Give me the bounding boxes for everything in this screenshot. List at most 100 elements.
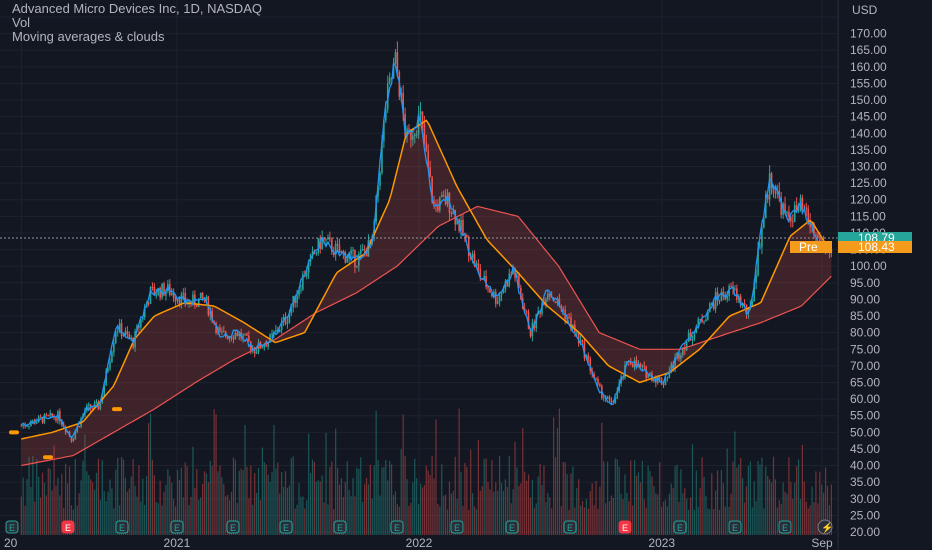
candle-body (512, 269, 514, 275)
earnings-marker[interactable] (390, 520, 404, 534)
earnings-marker[interactable] (170, 520, 184, 534)
earnings-marker[interactable] (778, 520, 792, 534)
candle-body (284, 317, 287, 324)
volume-bar (489, 489, 491, 535)
y-tick-label: 170.00 (850, 27, 887, 41)
lightning-icon[interactable]: ⚡ (817, 519, 833, 535)
volume-bar (41, 472, 44, 535)
candle-body (473, 253, 476, 266)
candle-body (47, 415, 50, 417)
volume-bar (641, 460, 643, 535)
candle-body (614, 399, 617, 403)
earnings-marker[interactable] (333, 520, 347, 534)
candle-body (425, 142, 428, 151)
volume-bar (367, 484, 370, 535)
candle-body (641, 365, 644, 367)
candle-body (244, 333, 246, 336)
volume-bar (788, 457, 790, 535)
earnings-marker[interactable] (728, 520, 742, 534)
volume-bar (452, 490, 454, 535)
volume-bar (377, 459, 379, 535)
volume-bar (495, 482, 497, 535)
earnings-marker[interactable] (226, 520, 240, 534)
candle-body (693, 332, 696, 340)
volume-bar (630, 460, 632, 535)
volume-bar (502, 490, 505, 535)
volume-bar (782, 482, 784, 535)
volume-bar (346, 461, 348, 535)
candle-body (348, 253, 350, 259)
earnings-icon: E (283, 523, 289, 533)
volume-bar (188, 504, 190, 535)
candle-body (230, 336, 233, 339)
volume-bar (464, 462, 466, 535)
candle-body (379, 173, 381, 186)
volume-bar (230, 491, 233, 535)
candle-body (475, 263, 478, 266)
candle-body (616, 390, 619, 400)
candle-body (170, 293, 173, 296)
volume-bar (512, 489, 514, 535)
volume-bar (257, 468, 260, 535)
candle-body (720, 291, 723, 301)
volume-bar (801, 444, 804, 535)
earnings-marker[interactable] (673, 520, 687, 534)
volume-bar (288, 485, 290, 535)
volume-bar (780, 504, 782, 535)
volume-bar (404, 455, 406, 535)
volume-indicator-label[interactable]: Vol (12, 15, 31, 30)
y-tick-label: 145.00 (850, 110, 887, 124)
candle-body (120, 323, 123, 337)
candle-body (500, 293, 503, 296)
volume-bar (678, 501, 680, 535)
volume-bar (570, 473, 572, 535)
candle-body (41, 417, 44, 423)
candle-body (471, 253, 474, 259)
earnings-marker[interactable] (505, 520, 519, 534)
candle-body (435, 203, 437, 205)
volume-bar (317, 480, 319, 535)
y-tick-label: 85.00 (850, 309, 880, 323)
earnings-marker[interactable] (618, 520, 632, 534)
symbol-title[interactable]: Advanced Micro Devices Inc, 1D, NASDAQ (12, 1, 262, 16)
earnings-marker[interactable] (115, 520, 129, 534)
volume-bar (198, 499, 200, 535)
y-tick-label: 80.00 (850, 326, 880, 340)
moving-average-lines (20, 62, 832, 467)
volume-bar (730, 493, 732, 535)
volume-bar (720, 470, 723, 535)
candle-body (51, 413, 53, 417)
volume-bar (217, 471, 219, 535)
candle-body (278, 329, 281, 332)
volume-bar (560, 506, 562, 535)
volume-bar (479, 490, 481, 535)
earnings-marker[interactable] (5, 520, 19, 534)
volume-bar (68, 466, 71, 535)
earnings-icon: E (230, 523, 236, 533)
candle-body (685, 341, 688, 351)
volume-bar (728, 506, 730, 535)
candle-body (103, 385, 106, 397)
volume-bar (306, 500, 308, 535)
candle-body (153, 287, 156, 295)
volume-bar (460, 471, 462, 535)
volume-bar (468, 509, 470, 535)
ma-indicator-label[interactable]: Moving averages & clouds (12, 29, 165, 44)
volume-bar (165, 484, 167, 535)
price-axis-panel[interactable] (838, 0, 932, 550)
volume-bar (487, 482, 489, 535)
candle-body (431, 176, 433, 202)
volume-bar (564, 462, 566, 535)
earnings-marker[interactable] (61, 520, 75, 534)
candle-body (743, 303, 746, 305)
earnings-marker[interactable] (450, 520, 464, 534)
candle-body (35, 422, 38, 424)
earnings-marker[interactable] (563, 520, 577, 534)
candle-body (248, 335, 250, 342)
candle-body (570, 317, 572, 330)
earnings-marker[interactable] (279, 520, 293, 534)
candle-body (209, 311, 212, 315)
volume-bar (682, 493, 684, 535)
